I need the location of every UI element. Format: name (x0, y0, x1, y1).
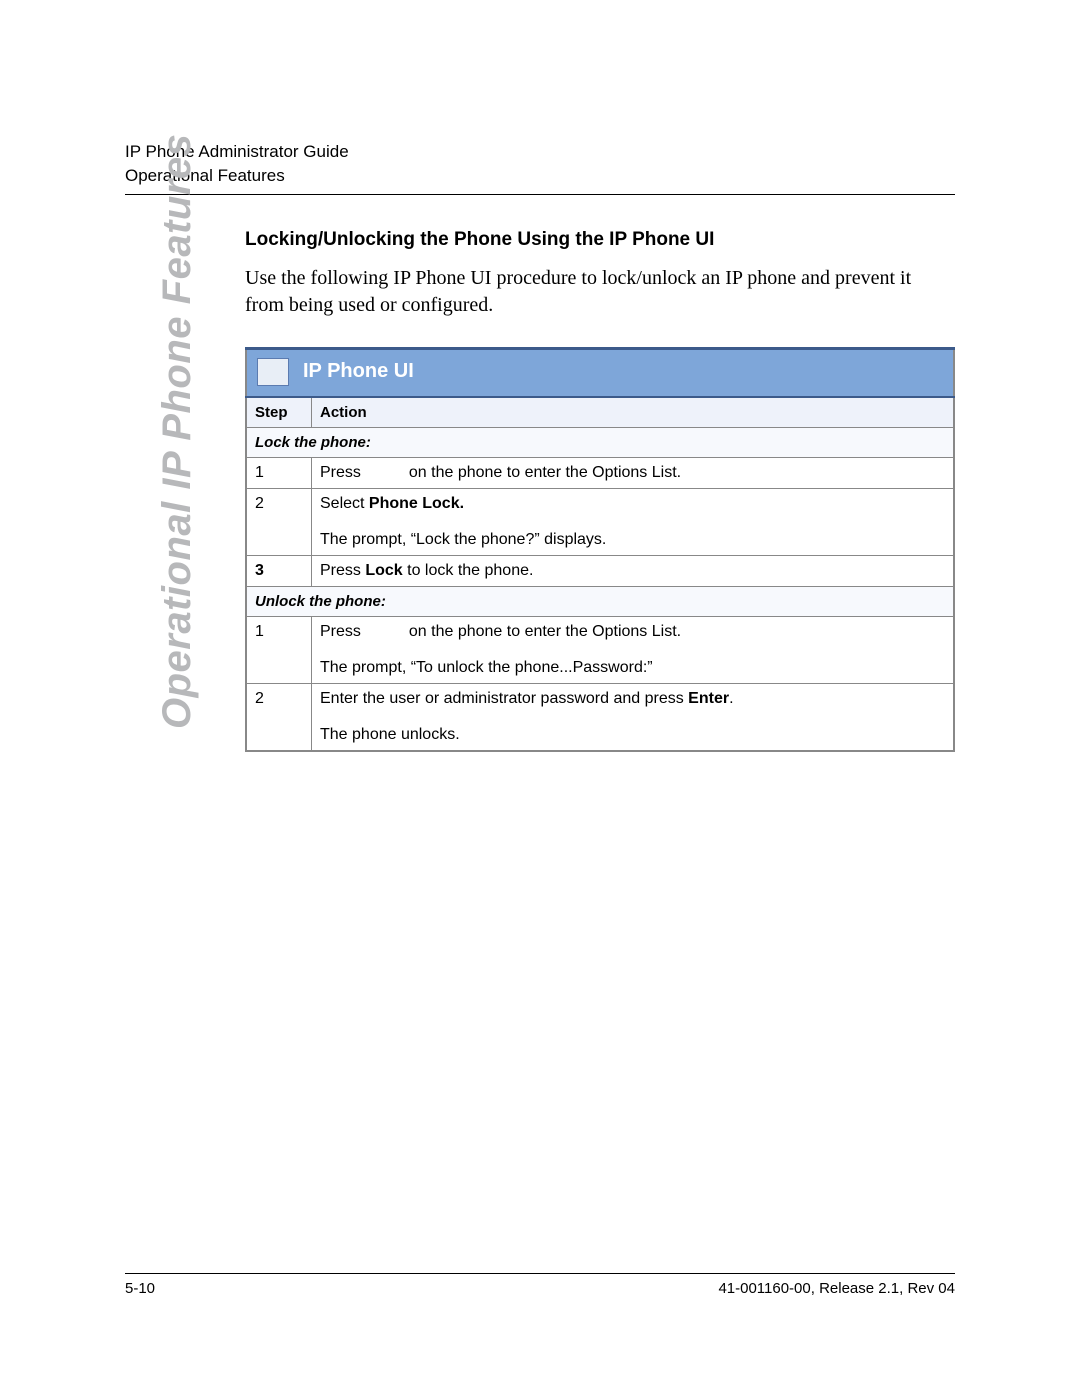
table-title-row: IP Phone UI (246, 348, 954, 397)
action-cell: Enter the user or administrator password… (312, 683, 955, 751)
step-cell: 2 (246, 488, 312, 555)
action-text: on the phone to enter the Options List. (409, 464, 681, 481)
phone-ui-icon (257, 358, 289, 386)
doc-release-info: 41-001160-00, Release 2.1, Rev 04 (718, 1280, 955, 1297)
table-row: 3 Press Lock to lock the phone. (246, 555, 954, 586)
step-cell: 1 (246, 616, 312, 683)
header-rule (125, 194, 955, 195)
table-row: 2 Select Phone Lock. The prompt, “Lock t… (246, 488, 954, 555)
footer-rule (125, 1273, 955, 1274)
document-page: IP Phone Administrator Guide Operational… (0, 0, 1080, 1397)
table-row: 1 Press on the phone to enter the Options… (246, 616, 954, 683)
page-number: 5-10 (125, 1280, 155, 1297)
header-line2: Operational Features (125, 164, 955, 188)
subheader-lock: Lock the phone: (246, 427, 954, 457)
subheader-lock-text: Lock the phone: (246, 427, 954, 457)
page-footer: 5-10 41-001160-00, Release 2.1, Rev 04 (125, 1273, 955, 1297)
action-text-bold: Lock (365, 562, 402, 579)
action-text: to lock the phone. (403, 562, 534, 579)
action-cell: Press on the phone to enter the Options L… (312, 616, 955, 683)
section-side-label: Operational IP Phone Features (155, 133, 200, 728)
subheader-unlock-text: Unlock the phone: (246, 586, 954, 616)
step-cell: 3 (246, 555, 312, 586)
action-text: on the phone to enter the Options List. (409, 623, 681, 640)
subheader-unlock: Unlock the phone: (246, 586, 954, 616)
content-area: Operational IP Phone Features Locking/Un… (125, 229, 955, 752)
procedure-table: IP Phone UI Step Action Lock the phone: … (245, 347, 955, 752)
col-step: Step (246, 397, 312, 428)
col-action: Action (312, 397, 955, 428)
action-text: The prompt, “Lock the phone?” displays. (320, 531, 945, 549)
action-text: . (729, 690, 733, 707)
action-text: Press (320, 623, 361, 640)
action-text: The phone unlocks. (320, 726, 945, 744)
step-cell: 1 (246, 457, 312, 488)
table-row: 1 Press on the phone to enter the Options… (246, 457, 954, 488)
page-header: IP Phone Administrator Guide Operational… (125, 140, 955, 188)
action-cell: Press Lock to lock the phone. (312, 555, 955, 586)
table-header-row: Step Action (246, 397, 954, 428)
action-cell: Select Phone Lock. The prompt, “Lock the… (312, 488, 955, 555)
section-title: Locking/Unlocking the Phone Using the IP… (245, 229, 955, 251)
action-text: Press (320, 562, 365, 579)
table-row: 2 Enter the user or administrator passwo… (246, 683, 954, 751)
table-title: IP Phone UI (303, 360, 414, 383)
action-text: Select (320, 495, 369, 512)
step-cell: 2 (246, 683, 312, 751)
action-text-bold: Enter (688, 690, 729, 707)
action-text: Enter the user or administrator password… (320, 690, 688, 707)
header-line1: IP Phone Administrator Guide (125, 140, 955, 164)
action-text-bold: Phone Lock. (369, 495, 464, 512)
action-cell: Press on the phone to enter the Options L… (312, 457, 955, 488)
action-text: Press (320, 464, 361, 481)
intro-paragraph: Use the following IP Phone UI procedure … (245, 265, 955, 319)
action-text: The prompt, “To unlock the phone...Passw… (320, 659, 945, 677)
